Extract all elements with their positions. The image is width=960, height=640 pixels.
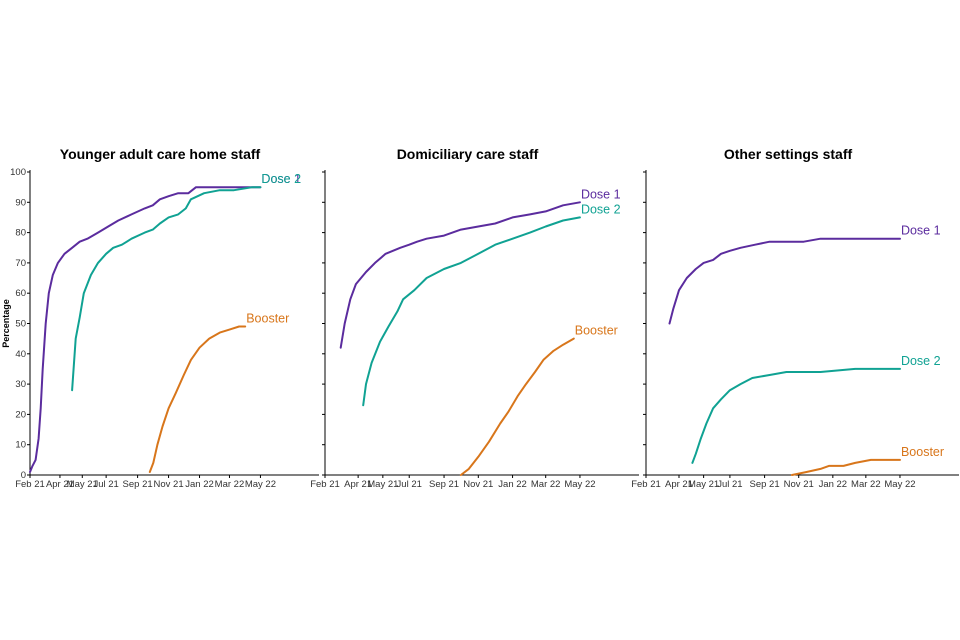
- x-tick-label: Apr 21: [344, 479, 372, 490]
- x-tick-label: Mar 22: [851, 479, 881, 490]
- x-tick-label: Feb 21: [310, 479, 340, 490]
- x-tick-label: Jul 21: [397, 479, 422, 490]
- x-tick-label: Nov 21: [463, 479, 493, 490]
- series-line-dose-2: [362, 216, 581, 407]
- y-tick-label: 0: [21, 470, 26, 481]
- x-tick-label: Nov 21: [784, 479, 814, 490]
- x-tick-label: May 21: [688, 479, 719, 490]
- x-tick-label: May 22: [884, 479, 915, 490]
- y-tick-label: 10: [15, 440, 26, 451]
- x-tick-label: May 21: [367, 479, 398, 490]
- series-label-dose-2: Dose 2: [581, 202, 621, 216]
- series-label-booster: Booster: [901, 445, 944, 459]
- series-line-dose-1: [668, 237, 901, 325]
- x-tick-label: Jul 21: [717, 479, 742, 490]
- x-tick-label: Jul 21: [93, 479, 118, 490]
- panel-title: Younger adult care home staff: [60, 146, 261, 162]
- x-tick-label: May 21: [67, 479, 98, 490]
- x-tick-label: May 22: [564, 479, 595, 490]
- y-tick-label: 40: [15, 349, 26, 360]
- panel-title: Other settings staff: [724, 146, 853, 162]
- x-tick-label: Sep 21: [123, 479, 153, 490]
- x-tick-label: May 22: [245, 479, 276, 490]
- y-tick-label: 30: [15, 379, 26, 390]
- y-tick-label: 90: [15, 197, 26, 208]
- x-tick-label: Nov 21: [154, 479, 184, 490]
- x-tick-label: Jan 22: [819, 479, 848, 490]
- series-line-dose-1: [29, 186, 262, 473]
- series-label-dose-1: Dose 1: [261, 172, 301, 186]
- x-tick-label: Mar 22: [215, 479, 245, 490]
- panel-1: Younger adult care home staff 0 10 20 30 40 50…: [1, 146, 319, 490]
- series-line-dose-1: [339, 201, 581, 349]
- series-label-dose-1: Dose 1: [901, 224, 941, 238]
- series-label-dose-2: Dose 2: [901, 354, 941, 368]
- y-tick-label: 60: [15, 288, 26, 299]
- series-line-dose-2: [71, 186, 262, 392]
- series-label-booster: Booster: [575, 324, 618, 338]
- x-tick-label: Jan 22: [498, 479, 527, 490]
- x-tick-label: Sep 21: [750, 479, 780, 490]
- series-line-booster: [148, 325, 247, 473]
- series-label-dose-1: Dose 1: [581, 187, 621, 201]
- series-line-dose-2: [691, 367, 901, 464]
- series-line-booster: [791, 458, 901, 476]
- panel-title: Domiciliary care staff: [397, 146, 539, 162]
- y-axis-label: Percentage: [1, 299, 11, 348]
- x-tick-label: Jan 22: [185, 479, 214, 490]
- x-tick-label: Feb 21: [631, 479, 661, 490]
- x-tick-label: Mar 22: [531, 479, 561, 490]
- y-tick-label: 50: [15, 319, 26, 330]
- y-tick-label: 80: [15, 228, 26, 239]
- x-tick-label: Sep 21: [429, 479, 459, 490]
- x-tick-label: Feb 21: [15, 479, 45, 490]
- y-tick-label: 20: [15, 409, 26, 420]
- x-tick-label: Apr 21: [665, 479, 693, 490]
- x-tick-label: Apr 21: [46, 479, 74, 490]
- series-line-booster: [459, 337, 575, 476]
- y-tick-label: 70: [15, 258, 26, 269]
- series-label-dose-2: Dose 2: [261, 172, 301, 186]
- series-label-booster: Booster: [246, 312, 289, 326]
- y-tick-label: 100: [10, 167, 26, 178]
